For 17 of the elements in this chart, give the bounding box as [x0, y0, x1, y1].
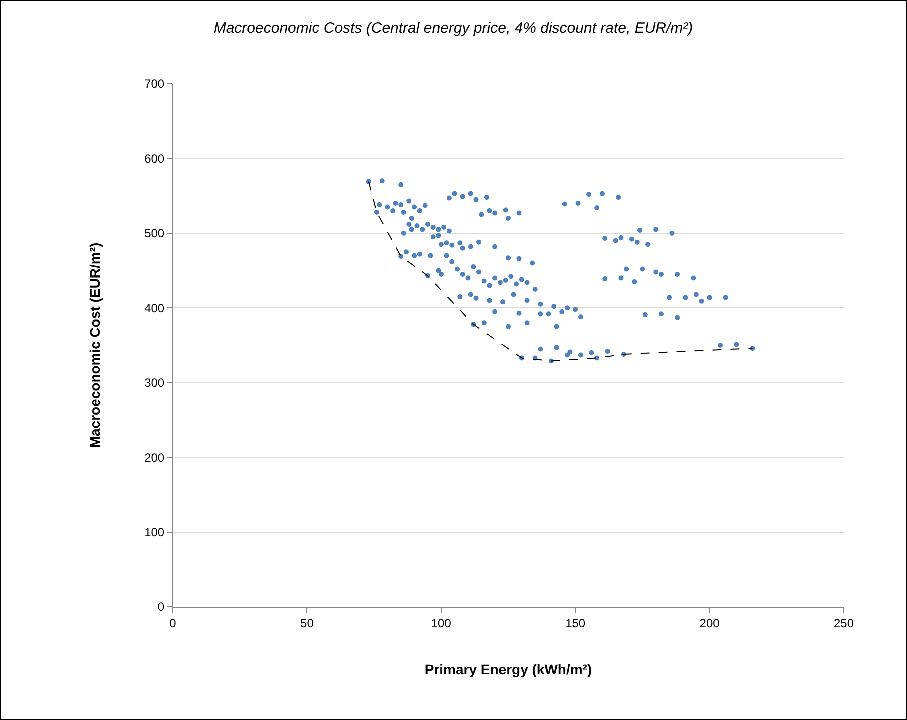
- x-tick-label: 0: [170, 616, 177, 630]
- x-tick-label: 150: [566, 616, 586, 630]
- x-tick-label: 100: [431, 616, 452, 630]
- x-axis-title: Primary Energy (kWh/m²): [424, 662, 592, 678]
- y-axis-title: Macroeconomic Cost (EUR/m²): [87, 242, 104, 448]
- y-tick-label: 300: [144, 376, 165, 390]
- y-tick-label: 600: [144, 152, 165, 166]
- x-tick-label: 200: [700, 616, 720, 630]
- x-tick-label: 50: [300, 616, 314, 630]
- chart-title: Macroeconomic Costs (Central energy price, 4% discount rate, EUR/m²): [214, 20, 694, 38]
- y-tick-label: 400: [144, 301, 165, 316]
- x-tick-label: 250: [834, 616, 854, 630]
- y-tick-label: 0: [158, 600, 165, 614]
- y-tick-label: 200: [144, 450, 165, 465]
- y-tick-label: 100: [144, 525, 165, 540]
- y-tick-label: 700: [144, 77, 165, 92]
- y-tick-label: 500: [144, 226, 165, 241]
